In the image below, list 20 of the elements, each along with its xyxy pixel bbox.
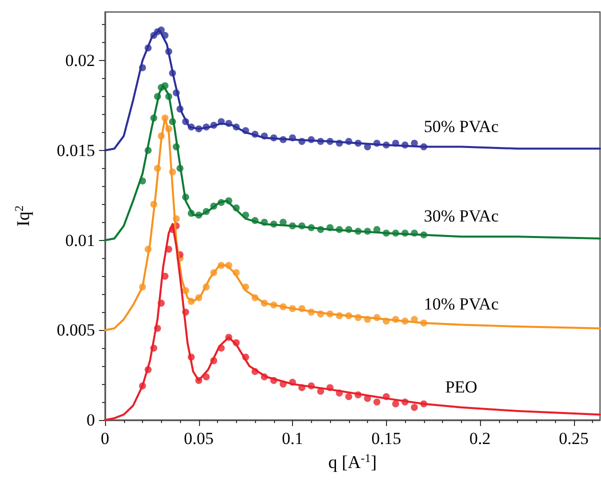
y-tick-label: 0 [86, 410, 95, 430]
y-tick-label: 0.02 [65, 51, 95, 70]
y-tick-label: 0.01 [65, 230, 95, 250]
series-label: PEO [445, 377, 478, 396]
y-tick-label: 0.015 [56, 140, 95, 160]
x-tick-label: 0.25 [558, 429, 589, 448]
y-axis-title: Iq2 [12, 206, 33, 226]
point [345, 393, 352, 400]
x-tick-label: 0 [100, 429, 110, 448]
series-label: 50% PVAc [424, 116, 500, 136]
x-tick-label: 0.2 [469, 429, 491, 448]
point [392, 400, 400, 408]
series-label: 10% PVAc [424, 294, 500, 314]
y-tick-label: 0.005 [56, 320, 95, 340]
x-tick-label: 0.05 [184, 429, 214, 448]
series-label: 30% PVAc [424, 206, 500, 226]
point [373, 398, 380, 406]
x-tick-label: 0.1 [282, 429, 304, 448]
point [410, 404, 418, 411]
x-tick-label: 0.15 [371, 429, 402, 448]
